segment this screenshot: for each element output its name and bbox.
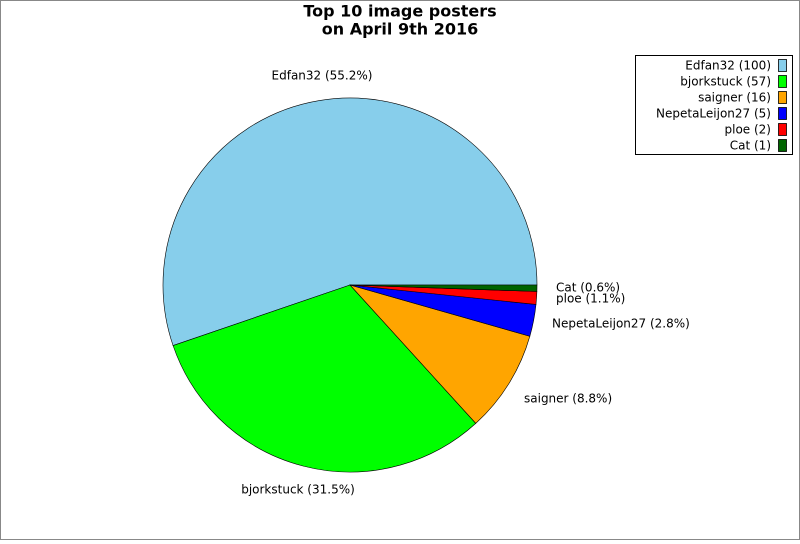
chart-title: Top 10 image posters (303, 2, 496, 21)
legend-label: NepetaLeijon27 (5) (656, 107, 771, 121)
legend-swatch (778, 107, 787, 120)
slice-label: bjorkstuck (31.5%) (241, 483, 355, 497)
pie-slice (349, 284, 531, 424)
legend-label: ploe (2) (725, 123, 772, 137)
pie-slice (349, 284, 538, 292)
legend-label: Edfan32 (100) (685, 59, 771, 73)
legend-swatch (778, 139, 787, 152)
slice-label: ploe (1.1%) (556, 292, 625, 306)
slice-label: saigner (8.8%) (524, 392, 612, 406)
slice-label: Cat (0.6%) (556, 281, 620, 295)
legend-label: Cat (1) (730, 139, 771, 153)
chart-title: on April 9th 2016 (322, 20, 479, 39)
legend-swatch (778, 91, 787, 104)
legend-swatch (778, 75, 787, 88)
pie-slice (162, 97, 538, 346)
legend-label: saigner (16) (698, 91, 771, 105)
legend-swatch (778, 59, 787, 72)
slice-label: Edfan32 (55.2%) (272, 69, 373, 83)
legend-label: bjorkstuck (57) (680, 75, 771, 89)
legend (635, 55, 793, 155)
legend-swatch (778, 123, 787, 136)
slice-label: NepetaLeijon27 (2.8%) (552, 317, 690, 331)
pie-slice (172, 284, 477, 473)
